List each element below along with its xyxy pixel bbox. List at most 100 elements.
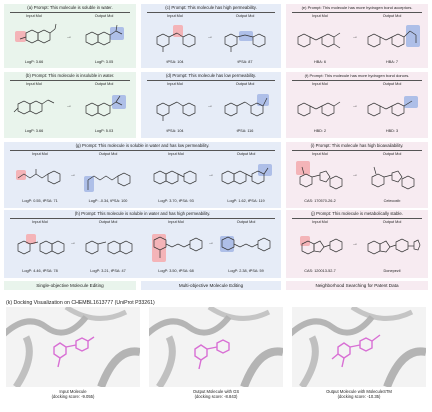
input-mol-header: Input Mol	[32, 152, 48, 156]
docking-caption-moleculestm: Output Molecule with MoleculeSTM (dockin…	[292, 389, 426, 400]
arrow-icon: →	[352, 34, 358, 40]
panel-i: (i) Prompt: This molecule has high bioav…	[286, 142, 428, 208]
output-molecule-2	[218, 160, 274, 194]
output-value: LogP: 5.03	[95, 129, 113, 133]
arrow-icon: →	[207, 103, 213, 109]
docking-image-input	[6, 307, 140, 387]
input-molecule	[12, 21, 58, 57]
input-mol-header: Input Mol	[167, 14, 183, 18]
arrow-icon: →	[352, 172, 358, 178]
panel-f-title: (f) Prompt: This molecule has more hydro…	[286, 73, 428, 78]
arrow-icon: →	[352, 103, 358, 109]
arrow-icon: →	[70, 240, 76, 246]
value-2: LogP: -0.34, tPSA: 100	[89, 199, 128, 203]
input-mol-header: Input Mol	[32, 220, 48, 224]
input-molecule	[151, 90, 201, 126]
title-rule	[10, 150, 275, 151]
input-molecule-2	[150, 160, 204, 194]
arrow-icon: →	[207, 34, 213, 40]
input-mol-header: Input Mol	[167, 82, 183, 86]
value-1: LogP: 4.46, tPSA: 78	[22, 269, 57, 273]
input-value: tPSA: 104	[166, 60, 183, 64]
docking-caption-input: Input Molecule (docking score: -9.055)	[6, 389, 140, 400]
panel-a: (a) Prompt: This molecule is soluble in …	[4, 4, 136, 68]
title-rule	[292, 150, 422, 151]
output-molecule	[221, 21, 271, 57]
output-molecule-1	[82, 160, 136, 200]
title-rule	[10, 218, 275, 219]
output-mol-header: Output Mol	[95, 14, 114, 18]
docking-caption-gs: Output Molecule with GS (docking score: …	[149, 389, 283, 400]
input-molecule	[151, 21, 201, 57]
output-molecule	[364, 90, 422, 126]
output-mol-header: Output Mol	[383, 14, 402, 18]
title-rule	[292, 218, 422, 219]
input-molecule	[294, 228, 350, 266]
input-mol-header: Input Mol	[168, 152, 184, 156]
arrow-icon: →	[66, 34, 72, 40]
panel-f: (f) Prompt: This molecule has more hydro…	[286, 72, 428, 138]
input-molecule-2	[150, 228, 206, 266]
value-4: LogP: 2.38, tPSA: 59	[228, 269, 263, 273]
input-mol-header: Input Mol	[312, 152, 328, 156]
output-mol-header: Output Mol	[236, 82, 255, 86]
output-mol-header: Output Mol	[99, 152, 118, 156]
input-value: LogP: 3.66	[25, 60, 43, 64]
output-molecule	[364, 228, 422, 266]
output-molecule	[364, 21, 422, 57]
output-value: LogP: 3.05	[95, 60, 113, 64]
title-rule	[10, 12, 130, 13]
input-molecule-1	[14, 228, 68, 266]
panel-c-title: (c) Prompt: This molecule has high perme…	[141, 5, 281, 10]
output-mol-header: Output Mol	[95, 82, 114, 86]
input-molecule	[294, 159, 348, 197]
output-mol-header: Output Mol	[383, 220, 402, 224]
input-value: LogP: 3.66	[25, 129, 43, 133]
input-value: HBD: 2	[314, 129, 326, 133]
output-mol-header: Output Mol	[237, 220, 256, 224]
panel-e-title: (e) Prompt: This molecule has more hydro…	[286, 5, 428, 10]
panel-j: (j) Prompt: This molecule is metabolical…	[286, 210, 428, 278]
arrow-icon: →	[70, 172, 76, 178]
title-rule	[292, 12, 422, 13]
output-value: tPSA: 116	[237, 129, 254, 133]
panel-a-title: (a) Prompt: This molecule is soluble in …	[4, 5, 136, 10]
input-mol-header: Input Mol	[26, 14, 42, 18]
output-mol-header: Output Mol	[237, 152, 256, 156]
input-mol-header: Input Mol	[312, 82, 328, 86]
panel-j-title: (j) Prompt: This molecule is metabolical…	[286, 211, 428, 216]
value-3: LogP: 3.50, tPSA: 68	[158, 269, 193, 273]
panel-h-title: (h) Prompt: This molecule is soluble in …	[4, 211, 281, 216]
caption-line-2: (docking score: -8.843)	[149, 394, 283, 399]
panel-c: (c) Prompt: This molecule has high perme…	[141, 4, 281, 68]
output-mol-header: Output Mol	[99, 220, 118, 224]
panel-d: (d) Prompt: This molecule has low permea…	[141, 72, 281, 138]
output-mol-header: Output Mol	[236, 14, 255, 18]
output-molecule	[221, 90, 271, 126]
arrow-icon: →	[352, 241, 358, 247]
title-rule	[292, 80, 422, 81]
panel-b-title: (b) Prompt: This molecule is insoluble i…	[4, 73, 136, 78]
value-3: LogP: 3.70, tPSA: 93	[158, 199, 193, 203]
footer-neighborhood-search: Neighborhood Searching for Patent Data	[286, 281, 428, 290]
panel-g-title: (g) Prompt: This molecule is soluble in …	[4, 143, 281, 148]
input-molecule	[292, 90, 348, 126]
panel-d-title: (d) Prompt: This molecule has low permea…	[141, 73, 281, 78]
panel-i-title: (i) Prompt: This molecule has high bioav…	[286, 143, 428, 148]
panel-h: (h) Prompt: This molecule is soluble in …	[4, 210, 281, 278]
input-mol-header: Input Mol	[312, 220, 328, 224]
panel-g: (g) Prompt: This molecule is soluble in …	[4, 142, 281, 208]
title-rule	[147, 12, 275, 13]
arrow-icon: →	[66, 103, 72, 109]
input-value: HBA: 6	[314, 60, 326, 64]
title-rule	[10, 80, 130, 81]
panel-e: (e) Prompt: This molecule has more hydro…	[286, 4, 428, 68]
output-value: HBD: 3	[386, 129, 398, 133]
value-1: LogP: 0.55, tPSA: 71	[22, 199, 57, 203]
output-molecule	[82, 21, 128, 57]
output-molecule-2	[218, 228, 274, 266]
caption-line-2: (docking score: -9.055)	[6, 394, 140, 399]
input-molecule-1	[14, 160, 68, 194]
input-value: CAS: 120013-52-7	[304, 269, 335, 273]
panel-b: (b) Prompt: This molecule is insoluble i…	[4, 72, 136, 138]
